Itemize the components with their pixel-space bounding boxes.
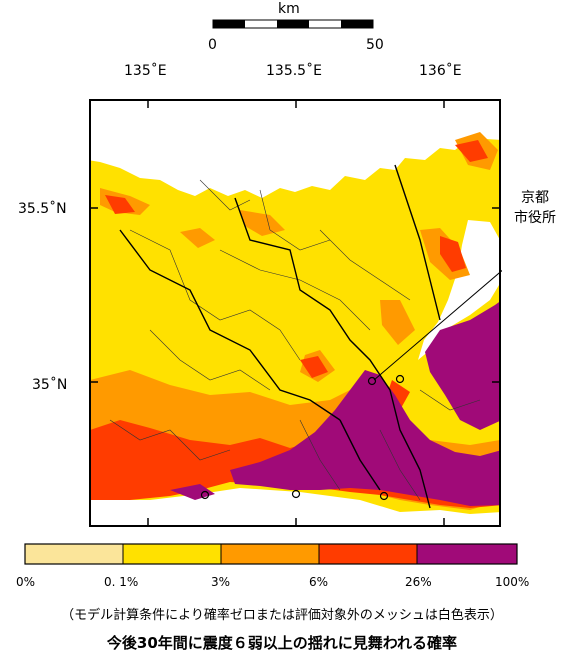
scale-label-0: 0 [208,37,217,53]
callout-line2: 市役所 [514,210,556,226]
legend-swatch-1 [123,544,221,564]
scale-label-50: 50 [366,37,384,53]
lon-label-136: 136˚E [419,63,462,79]
callout-line1: 京都 [521,190,549,206]
legend-note: （モデル計算条件により確率ゼロまたは評価対象外のメッシュは白色表示） [61,608,503,623]
city-marker-kyoto [367,376,377,386]
city-marker-nara [379,491,389,501]
legend-tick-5: 100% [495,575,530,589]
city-marker-osaka [291,489,301,499]
map-municipal-boundaries [109,179,481,501]
legend-tick-3: 6% [309,575,329,589]
legend-swatch-0 [25,544,123,564]
lat-label-35-5: 35.5˚N [18,201,67,217]
map-caption: 今後30年間に震度６弱以上の揺れに見舞われる確率 [106,634,458,652]
callout-line [373,269,502,381]
map-prefecture-boundaries [119,164,441,509]
map-sea-north [90,100,500,198]
legend-tick-0: 0% [16,575,36,589]
scale-unit-label: km [278,1,300,17]
lat-label-35: 35˚N [32,377,68,393]
legend-swatch-2 [221,544,319,564]
map-frame [89,99,501,527]
legend-tick-1: 0. 1% [104,575,139,589]
legend-tick-2: 3% [211,575,231,589]
callout-label: 京都 市役所 [506,188,564,228]
city-markers [200,374,405,501]
lon-label-135: 135˚E [124,63,167,79]
city-marker-kobe [200,490,210,500]
hazard-map [89,99,502,527]
city-marker-otsu [395,374,405,384]
legend-tick-4: 26% [405,575,432,589]
lon-label-135-5: 135.5˚E [266,63,322,79]
map-zone-very-high [170,301,500,506]
legend-swatch-4 [417,544,517,564]
legend-colorbar [24,543,518,565]
map-graticule-ticks [90,100,500,526]
legend-swatch-3 [319,544,417,564]
scale-bar [212,19,374,29]
